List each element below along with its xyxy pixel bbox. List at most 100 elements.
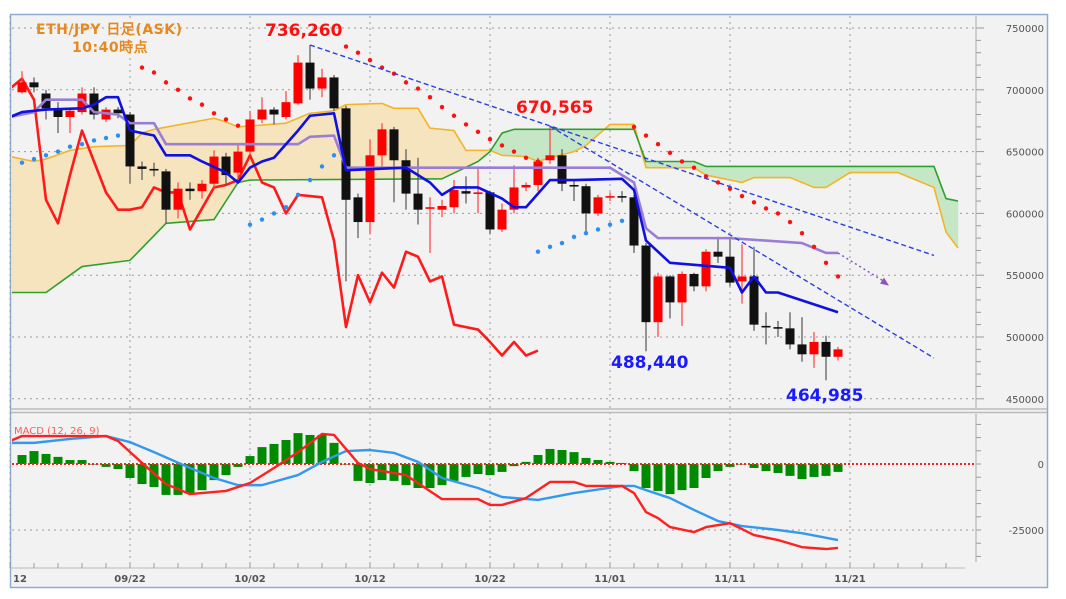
macd-histogram-bar bbox=[17, 455, 27, 464]
candle-body bbox=[833, 349, 843, 357]
candle-body bbox=[569, 184, 579, 187]
candle bbox=[581, 183, 591, 232]
sar-dot-above bbox=[463, 122, 469, 127]
candle bbox=[713, 236, 723, 263]
ichimoku-cloud-segment bbox=[765, 166, 779, 178]
macd-histogram-bar bbox=[761, 464, 771, 472]
trendline bbox=[549, 125, 935, 359]
sar-dot-above bbox=[451, 113, 457, 118]
macd-histogram-bar bbox=[245, 456, 255, 464]
candle bbox=[593, 194, 603, 216]
candle-body bbox=[365, 155, 375, 223]
macd-histogram-bar bbox=[197, 464, 207, 491]
candle-body bbox=[605, 196, 615, 198]
sar-dot-above bbox=[223, 117, 229, 122]
sar-dot-above bbox=[151, 70, 157, 75]
candle-body bbox=[749, 276, 759, 325]
candle bbox=[653, 272, 663, 337]
sar-dot-below bbox=[319, 164, 325, 169]
ichimoku-cloud-segment bbox=[321, 110, 335, 180]
projection-arrowhead bbox=[880, 277, 889, 286]
ichimoku-cloud-segment bbox=[849, 166, 863, 173]
candle-body bbox=[257, 109, 267, 120]
sar-dot-above bbox=[679, 159, 685, 164]
candle bbox=[689, 272, 699, 292]
candle-body bbox=[461, 191, 471, 194]
sar-dot-below bbox=[535, 249, 541, 254]
candle bbox=[245, 110, 255, 155]
candle-body bbox=[425, 207, 435, 209]
candle-body bbox=[617, 196, 627, 198]
macd-histogram-bar bbox=[101, 464, 111, 467]
senkou-span-b-line bbox=[12, 128, 959, 294]
candle bbox=[785, 312, 795, 350]
candle bbox=[149, 162, 159, 177]
candle-body bbox=[401, 160, 411, 194]
sar-dot-above bbox=[427, 95, 433, 100]
candle bbox=[53, 102, 63, 134]
candle bbox=[425, 197, 435, 253]
kijun-sen-line bbox=[12, 98, 838, 255]
ichimoku-cloud-segment bbox=[861, 166, 875, 173]
candle-body bbox=[413, 193, 423, 210]
candle bbox=[605, 192, 615, 202]
macd-histogram-bar bbox=[725, 464, 735, 467]
candle-body bbox=[449, 189, 459, 208]
date-axis-label: 10/12 bbox=[354, 574, 386, 585]
macd-histogram-bar bbox=[41, 453, 51, 464]
candle-body bbox=[53, 108, 63, 117]
candle-body bbox=[17, 82, 27, 93]
ichimoku-cloud-segment bbox=[777, 166, 791, 178]
sar-dot-above bbox=[823, 260, 829, 266]
macd-histogram-bar bbox=[557, 450, 567, 464]
date-axis-label: 11/11 bbox=[714, 574, 746, 585]
candle bbox=[521, 182, 531, 192]
candle bbox=[281, 91, 291, 120]
candle bbox=[497, 203, 507, 232]
sar-dot-above bbox=[811, 244, 817, 249]
macd-histogram-bar bbox=[773, 464, 783, 473]
candle bbox=[221, 152, 231, 185]
candle-body bbox=[665, 276, 675, 303]
candle-body bbox=[233, 151, 243, 173]
candle-body bbox=[593, 197, 603, 214]
candle-body bbox=[533, 161, 543, 185]
candle-body bbox=[737, 276, 747, 282]
candle-body bbox=[761, 325, 771, 328]
macd-histogram-bar bbox=[641, 464, 651, 489]
ichimoku-cloud-segment bbox=[873, 166, 887, 173]
macd-histogram-bar bbox=[797, 464, 807, 480]
candle-body bbox=[113, 109, 123, 114]
candle-body bbox=[161, 171, 171, 210]
high-price-label: 736,260 bbox=[265, 21, 343, 41]
sar-dot-below bbox=[67, 144, 73, 149]
candle bbox=[197, 180, 207, 199]
macd-histogram-bar bbox=[329, 442, 339, 464]
candle-body bbox=[125, 114, 135, 167]
candle-body bbox=[209, 156, 219, 184]
candle bbox=[833, 346, 843, 361]
candle bbox=[701, 249, 711, 292]
candle bbox=[485, 191, 495, 235]
candle bbox=[473, 166, 483, 214]
candle-body bbox=[521, 184, 531, 188]
candle-body bbox=[821, 341, 831, 357]
sar-dot-below bbox=[619, 218, 625, 224]
macd-histogram-bar bbox=[173, 464, 183, 495]
candle bbox=[305, 44, 315, 100]
candle bbox=[341, 105, 351, 282]
candle-body bbox=[173, 188, 183, 210]
sar-dot-below bbox=[55, 149, 61, 154]
macd-histogram-bar bbox=[53, 456, 63, 464]
sar-dot-above bbox=[187, 96, 193, 101]
candle-body bbox=[485, 192, 495, 230]
candle bbox=[329, 74, 339, 111]
sar-dot-above bbox=[787, 219, 793, 225]
macd-signal-line bbox=[12, 434, 839, 542]
macd-axis-label: 0 bbox=[1038, 460, 1044, 471]
sar-dot-above bbox=[487, 137, 493, 142]
candle-body bbox=[809, 341, 819, 355]
macd-histogram-bar bbox=[281, 439, 291, 464]
sar-dot-below bbox=[559, 240, 565, 246]
sar-dot-above bbox=[643, 133, 649, 138]
